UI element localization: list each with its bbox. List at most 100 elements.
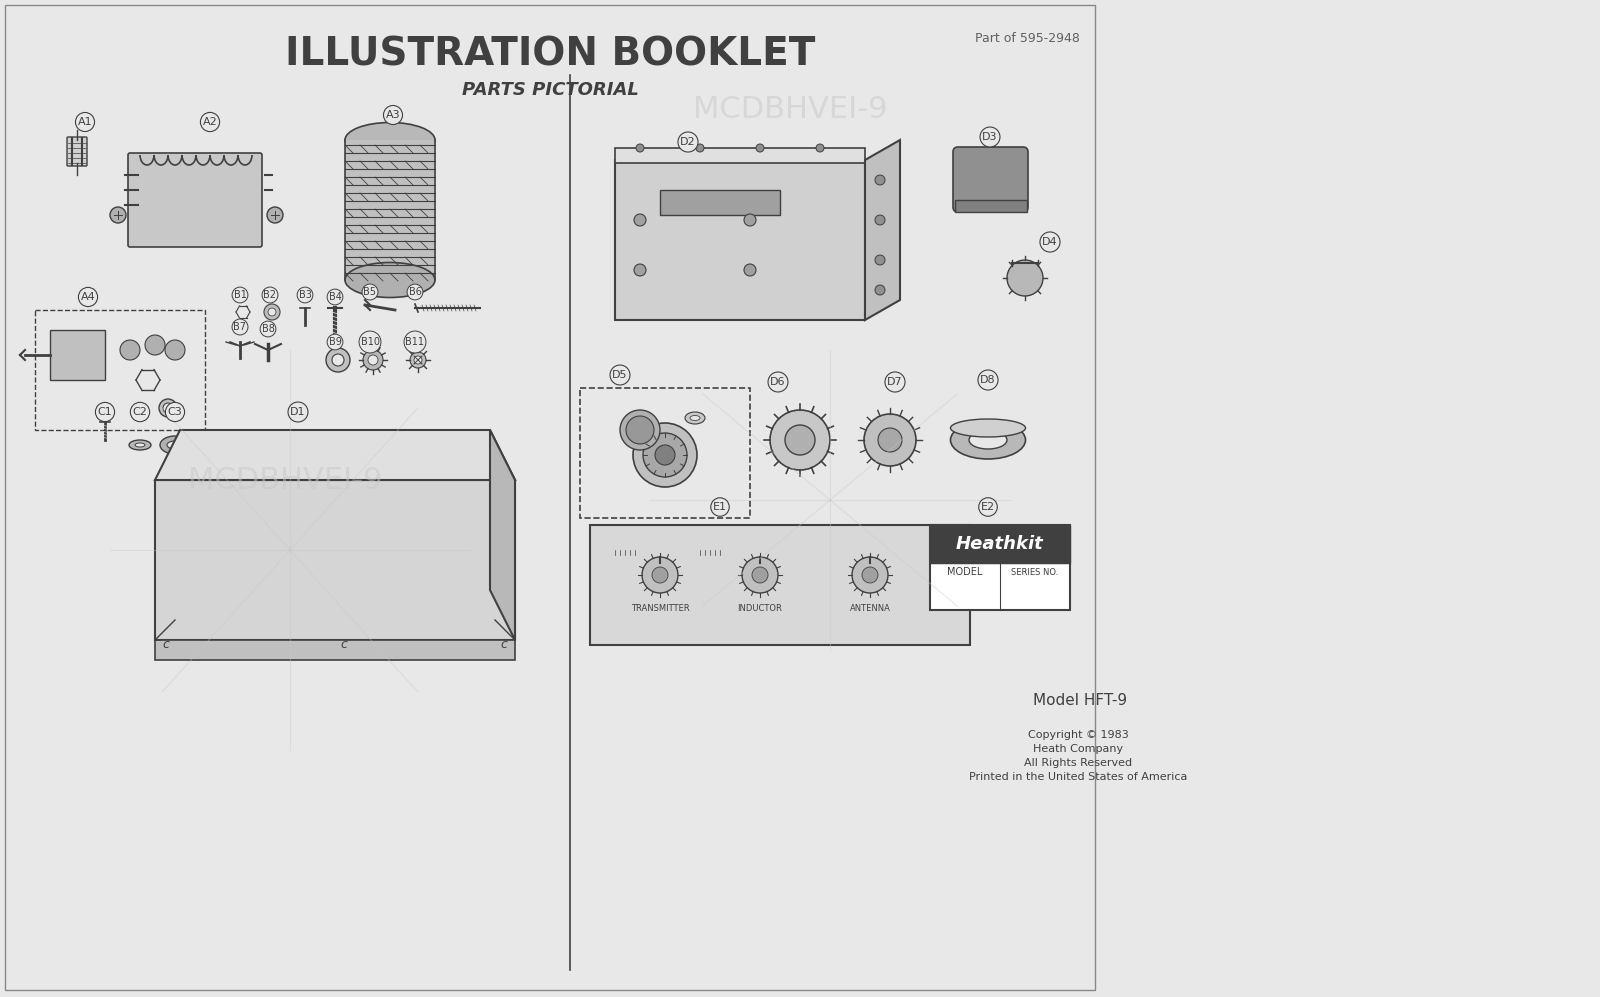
Circle shape xyxy=(410,352,426,368)
Text: D1: D1 xyxy=(290,407,306,417)
Text: D6: D6 xyxy=(770,377,786,387)
Ellipse shape xyxy=(166,441,182,449)
Bar xyxy=(614,160,866,320)
Text: c: c xyxy=(499,638,507,651)
Text: B5: B5 xyxy=(363,287,376,297)
Text: B7: B7 xyxy=(234,322,246,332)
Polygon shape xyxy=(155,430,515,480)
Text: D4: D4 xyxy=(1042,237,1058,247)
Circle shape xyxy=(326,348,350,372)
Circle shape xyxy=(752,567,768,583)
Circle shape xyxy=(269,308,277,316)
FancyBboxPatch shape xyxy=(67,137,86,166)
Bar xyxy=(155,480,515,640)
Circle shape xyxy=(742,557,778,593)
Text: Copyright © 1983
Heath Company
All Rights Reserved
Printed in the United States : Copyright © 1983 Heath Company All Right… xyxy=(970,730,1187,782)
Circle shape xyxy=(621,410,661,450)
Polygon shape xyxy=(490,430,515,640)
Circle shape xyxy=(744,214,757,226)
Circle shape xyxy=(363,350,382,370)
Text: MODEL: MODEL xyxy=(947,567,982,577)
Ellipse shape xyxy=(130,440,150,450)
Circle shape xyxy=(654,445,675,465)
Text: D2: D2 xyxy=(680,137,696,147)
Text: E2: E2 xyxy=(981,502,995,512)
Bar xyxy=(661,190,781,215)
Text: A2: A2 xyxy=(203,117,218,127)
Text: A1: A1 xyxy=(78,117,93,127)
Bar xyxy=(590,525,970,645)
Circle shape xyxy=(786,425,814,455)
Bar xyxy=(35,310,205,430)
Text: ANTENNA: ANTENNA xyxy=(850,603,891,612)
Text: Model HFT-9: Model HFT-9 xyxy=(1034,693,1126,708)
Circle shape xyxy=(864,414,915,466)
Bar xyxy=(930,525,1070,563)
Bar xyxy=(579,388,750,518)
Text: Part of 595-2948: Part of 595-2948 xyxy=(974,32,1080,45)
Polygon shape xyxy=(155,640,515,660)
Text: A3: A3 xyxy=(386,110,400,120)
Text: B8: B8 xyxy=(261,324,275,334)
Circle shape xyxy=(165,340,186,360)
Text: B1: B1 xyxy=(234,290,246,300)
Text: Heathkit: Heathkit xyxy=(957,535,1043,553)
Circle shape xyxy=(875,215,885,225)
Bar xyxy=(955,200,1027,212)
Ellipse shape xyxy=(346,123,435,158)
Circle shape xyxy=(875,255,885,265)
Circle shape xyxy=(875,175,885,185)
Text: MCDBHVEI-9: MCDBHVEI-9 xyxy=(693,96,888,125)
Bar xyxy=(930,525,1070,610)
Circle shape xyxy=(642,557,678,593)
Circle shape xyxy=(368,355,378,365)
Circle shape xyxy=(267,207,283,223)
Text: B9: B9 xyxy=(328,337,341,347)
Text: B6: B6 xyxy=(408,287,421,297)
Circle shape xyxy=(816,144,824,152)
Ellipse shape xyxy=(160,436,190,454)
Text: D3: D3 xyxy=(982,132,998,142)
Circle shape xyxy=(862,567,878,583)
Ellipse shape xyxy=(685,412,706,424)
Text: TRANSMITTER: TRANSMITTER xyxy=(630,603,690,612)
Circle shape xyxy=(770,410,830,470)
Circle shape xyxy=(744,264,757,276)
Circle shape xyxy=(163,403,173,413)
Text: c: c xyxy=(162,638,170,651)
Text: B4: B4 xyxy=(328,292,341,302)
Text: INDUCTOR: INDUCTOR xyxy=(738,603,782,612)
Ellipse shape xyxy=(970,431,1006,449)
Text: c: c xyxy=(339,638,347,651)
Text: D8: D8 xyxy=(981,375,995,385)
Circle shape xyxy=(653,567,669,583)
Circle shape xyxy=(634,264,646,276)
Circle shape xyxy=(634,214,646,226)
Text: B3: B3 xyxy=(299,290,312,300)
Circle shape xyxy=(851,557,888,593)
Text: MCDBHVEI-9: MCDBHVEI-9 xyxy=(187,466,382,495)
Circle shape xyxy=(120,340,141,360)
FancyBboxPatch shape xyxy=(954,147,1027,212)
Circle shape xyxy=(110,207,126,223)
Circle shape xyxy=(146,335,165,355)
Text: D7: D7 xyxy=(886,377,902,387)
Circle shape xyxy=(414,356,422,364)
Circle shape xyxy=(626,416,654,444)
Circle shape xyxy=(634,423,698,487)
Circle shape xyxy=(757,144,765,152)
Text: B10: B10 xyxy=(360,337,379,347)
Bar xyxy=(614,148,866,163)
Circle shape xyxy=(264,304,280,320)
Circle shape xyxy=(696,144,704,152)
Circle shape xyxy=(637,144,643,152)
Text: D5: D5 xyxy=(613,370,627,380)
Text: SERIES NO.: SERIES NO. xyxy=(1011,567,1059,576)
Bar xyxy=(5,5,1094,990)
FancyBboxPatch shape xyxy=(128,153,262,247)
Text: B11: B11 xyxy=(405,337,424,347)
Ellipse shape xyxy=(950,421,1026,459)
Circle shape xyxy=(875,285,885,295)
Text: C1: C1 xyxy=(98,407,112,417)
Text: ILLUSTRATION BOOKLET: ILLUSTRATION BOOKLET xyxy=(285,36,814,74)
